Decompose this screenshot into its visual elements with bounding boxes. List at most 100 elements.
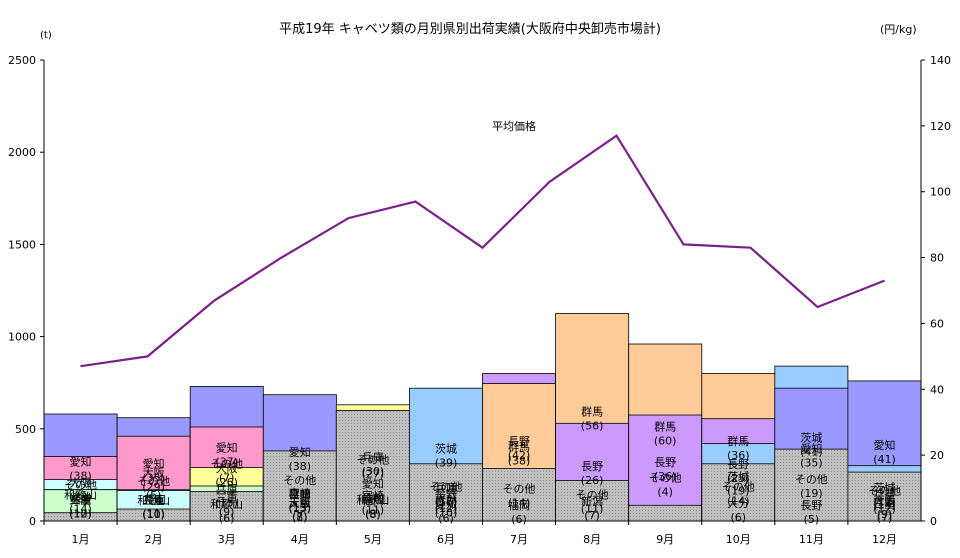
segment-share-label: (4) bbox=[657, 485, 673, 498]
segment-share-label: (19) bbox=[800, 487, 823, 500]
segment-share-label: (17) bbox=[873, 495, 896, 508]
segment-name-label: その他 bbox=[64, 479, 97, 492]
segment-name-label: その他 bbox=[430, 480, 463, 493]
segment-name-label: 愛知 bbox=[289, 445, 311, 459]
segment-share-label: (10) bbox=[142, 508, 165, 521]
chart-title: 平成19年 キャベツ類の月別県別出荷実績(大阪府中央卸売市場計) bbox=[279, 21, 661, 37]
segment-share-label: (60) bbox=[654, 435, 677, 448]
price-line-group bbox=[80, 134, 885, 368]
right-tick-label: 80 bbox=[930, 252, 944, 265]
x-tick-label: 2月 bbox=[145, 533, 163, 546]
segment-share-label: (30) bbox=[362, 465, 385, 478]
segment-share-label: (11) bbox=[581, 503, 604, 516]
segment-share-label: (15) bbox=[215, 496, 238, 509]
segment-name-label: 新潟 bbox=[581, 494, 603, 508]
segment-name-label: 兵庫 bbox=[143, 492, 165, 506]
segment-share-label: (8) bbox=[365, 507, 381, 520]
segment-share-label: (35) bbox=[142, 471, 165, 484]
segment-share-label: (7) bbox=[292, 510, 308, 523]
segment-share-label: (16) bbox=[435, 495, 458, 508]
segment-name-label: 大分 bbox=[727, 496, 749, 510]
segment-name-label: その他 bbox=[210, 458, 243, 471]
x-tick-label: 9月 bbox=[656, 533, 674, 546]
segment-name-label: 兵庫 bbox=[874, 487, 896, 501]
segment-name-label: 福岡 bbox=[362, 493, 384, 507]
segment-share-label: (38) bbox=[69, 470, 92, 483]
x-tick-label: 4月 bbox=[291, 533, 309, 546]
x-tick-label: 1月 bbox=[72, 533, 90, 546]
segment-name-label: 兵庫 bbox=[216, 481, 238, 495]
left-tick-label: 500 bbox=[15, 423, 36, 436]
x-tick-label: 10月 bbox=[726, 533, 751, 546]
segment-share-label: (12) bbox=[69, 507, 92, 520]
segment-name-label: 兵庫 bbox=[289, 487, 311, 501]
segment-share-label: (7) bbox=[584, 509, 600, 522]
segment-name-label: 長野 bbox=[435, 488, 457, 501]
bar-segment bbox=[628, 414, 703, 522]
segment-share-label: (23) bbox=[69, 491, 92, 504]
segment-name-label: 長野 bbox=[800, 499, 822, 512]
segment-name-label: 三重 bbox=[216, 491, 238, 505]
x-tick-label: 3月 bbox=[218, 533, 236, 546]
segment-name-label: その他 bbox=[795, 473, 828, 486]
segment-name-label: その他 bbox=[503, 483, 536, 496]
segment-share-label: (26) bbox=[581, 474, 604, 487]
segment-share-label: (10) bbox=[69, 507, 92, 520]
x-tick-label: 6月 bbox=[437, 533, 455, 546]
segment-name-label: 愛知 bbox=[435, 497, 457, 511]
segment-name-label: 愛知 bbox=[143, 456, 165, 470]
price-line bbox=[80, 134, 885, 368]
segment-share-label: (38) bbox=[289, 460, 312, 473]
segment-name-label: 三重 bbox=[143, 493, 165, 507]
segment-share-label: (9) bbox=[877, 508, 893, 521]
segment-share-label: (13) bbox=[289, 501, 312, 514]
segment-name-label: 長野 bbox=[727, 458, 749, 471]
left-axis-unit: (t) bbox=[40, 30, 52, 41]
right-tick-label: 140 bbox=[930, 54, 951, 67]
segment-name-label: 和歌山 bbox=[210, 497, 243, 511]
segment-name-label: 茨城 bbox=[435, 442, 457, 456]
right-tick-label: 20 bbox=[930, 449, 944, 462]
segment-name-label: その他 bbox=[356, 454, 389, 467]
segment-share-label: (6) bbox=[511, 513, 527, 526]
segment-share-label: (7) bbox=[877, 512, 893, 525]
segment-share-label: (42) bbox=[508, 449, 531, 462]
segment-name-label: その他 bbox=[576, 489, 609, 502]
segment-share-label: (17) bbox=[435, 494, 458, 507]
segment-name-label: その他 bbox=[868, 485, 901, 498]
segment-share-label: (25) bbox=[727, 472, 750, 485]
segment-share-label: (14) bbox=[727, 494, 750, 507]
right-tick-label: 0 bbox=[930, 515, 937, 528]
segment-share-label: (39) bbox=[435, 457, 458, 470]
segment-name-label: 大阪 bbox=[216, 461, 238, 475]
segment-share-label: (14) bbox=[69, 502, 92, 515]
segment-share-label: (35) bbox=[800, 457, 823, 470]
segment-share-label: (36) bbox=[654, 470, 677, 483]
segment-share-label: (36) bbox=[727, 449, 750, 462]
segment-name-label: 愛知 bbox=[362, 477, 384, 491]
segment-name-label: その他 bbox=[649, 471, 682, 484]
segment-name-label: その他 bbox=[283, 474, 316, 487]
segment-share-label: (29) bbox=[142, 481, 165, 494]
price-line-label: 平均価格 bbox=[492, 119, 536, 133]
segment-name-label: 群馬 bbox=[581, 404, 603, 418]
right-tick-label: 120 bbox=[930, 120, 951, 133]
segment-share-label: (41) bbox=[800, 446, 823, 459]
segment-name-label: 和歌山 bbox=[356, 492, 389, 506]
segment-share-label: (10) bbox=[435, 506, 458, 519]
segment-share-label: (37) bbox=[215, 456, 238, 469]
left-tick-label: 1500 bbox=[8, 238, 36, 251]
segment-name-label: 長野 bbox=[581, 460, 603, 473]
segment-share-label: (7) bbox=[219, 472, 235, 485]
right-tick-label: 100 bbox=[930, 186, 951, 199]
segment-share-label: (6) bbox=[219, 512, 235, 525]
segment-share-label: (11) bbox=[362, 504, 385, 517]
segment-share-label: (19) bbox=[727, 484, 750, 497]
x-tick-label: 11月 bbox=[799, 533, 824, 546]
segment-name-label: 大阪 bbox=[143, 466, 165, 480]
right-axis-unit: (円/kg) bbox=[880, 23, 917, 36]
segment-share-label: (41) bbox=[873, 453, 896, 466]
segment-name-label: 愛知 bbox=[216, 441, 238, 455]
segment-share-label: (3) bbox=[73, 493, 89, 506]
